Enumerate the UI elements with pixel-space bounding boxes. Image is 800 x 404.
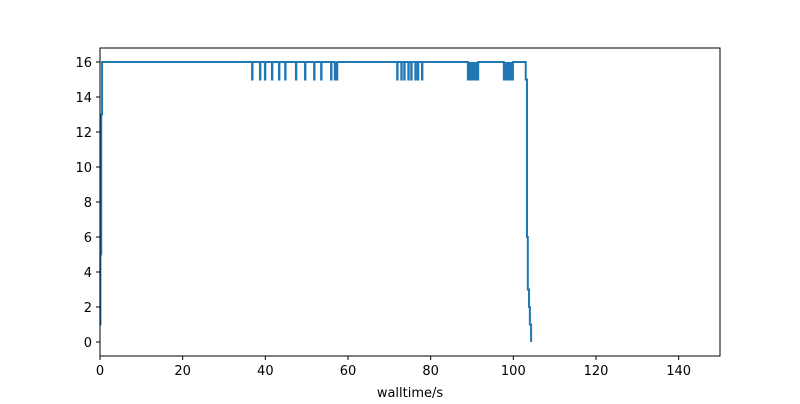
x-axis-label: walltime/s [377, 386, 444, 400]
y-tick-label: 8 [84, 196, 92, 211]
x-axis: 0 20 40 60 80 100 120 140 [96, 356, 691, 379]
x-tick-label: 40 [257, 364, 274, 379]
y-tick-label: 12 [75, 126, 92, 141]
y-tick-label: 0 [84, 336, 92, 351]
dense-dip-band [334, 62, 338, 80]
x-tick-label: 20 [174, 364, 191, 379]
y-tick-label: 2 [84, 301, 92, 316]
y-tick-label: 4 [84, 266, 92, 281]
y-tick-label: 10 [75, 161, 92, 176]
plot-area [100, 48, 720, 356]
x-tick-label: 140 [666, 364, 691, 379]
x-tick-label: 0 [96, 364, 104, 379]
series-line [99, 61, 533, 342]
y-tick-label: 14 [75, 91, 92, 106]
x-tick-label: 60 [340, 364, 357, 379]
series-line-group [99, 61, 533, 342]
x-tick-label: 120 [584, 364, 609, 379]
dense-dip-band [503, 62, 513, 80]
x-tick-label: 100 [501, 364, 526, 379]
y-tick-label: 6 [84, 231, 92, 246]
x-tick-label: 80 [422, 364, 439, 379]
y-axis: 0 2 4 6 8 10 12 14 16 [75, 56, 100, 351]
dense-dip-band [467, 62, 479, 80]
y-tick-label: 16 [75, 56, 92, 71]
